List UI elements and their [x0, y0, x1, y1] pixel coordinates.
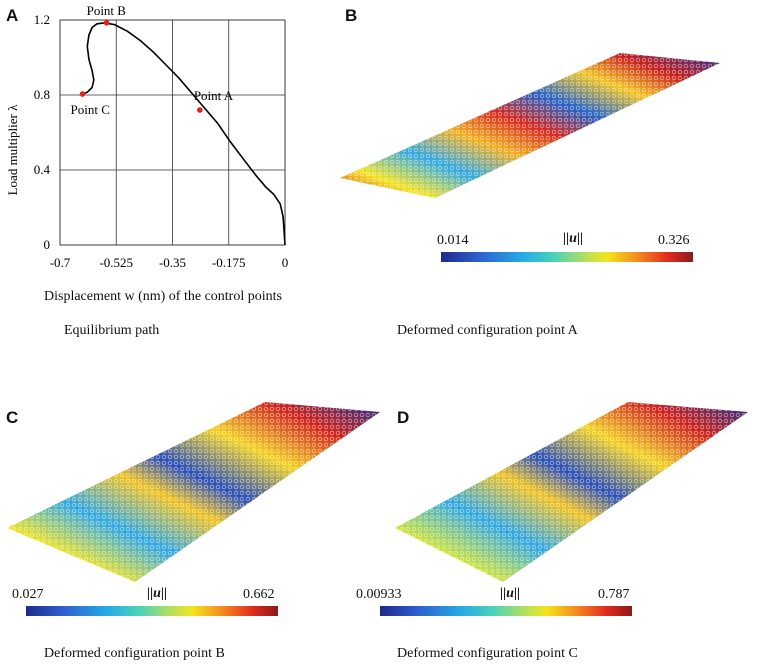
plot-frame [59, 19, 286, 246]
panel-letter-c: C [6, 408, 19, 427]
y-axis-label: Load multiplier λ [5, 104, 20, 195]
colorbar-d [380, 606, 632, 616]
colorbar-c [26, 606, 278, 616]
y-tick-label: 0 [44, 237, 51, 252]
colorbar-c-max: 0.662 [243, 587, 275, 602]
x-tick-label: -0.175 [212, 255, 246, 270]
caption-d: Deformed configuration point C [397, 646, 578, 661]
caption-a: Equilibrium path [64, 323, 160, 338]
panel-letter-d: D [397, 408, 410, 427]
y-tick-label: 0.4 [34, 162, 51, 177]
chart-points: Point A Point B Point C [71, 3, 234, 117]
colorbar-b-title: ||u|| [563, 231, 584, 246]
colorbar-b [441, 252, 693, 262]
caption-c: Deformed configuration point B [44, 646, 225, 661]
highlight-point [103, 20, 110, 26]
colorbar-d-max: 0.787 [598, 587, 630, 602]
x-tick-label: -0.7 [50, 255, 71, 270]
deformed-sheet-a [340, 53, 720, 198]
point-label: Point C [71, 102, 110, 117]
deformed-sheet-b [7, 402, 380, 582]
x-tick-label: -0.525 [99, 255, 133, 270]
equilibrium-curve [82, 21, 286, 246]
deformed-sheet-c [395, 402, 748, 582]
x-tick-label: -0.35 [159, 255, 186, 270]
chart-axes [59, 19, 286, 246]
colorbar-b-max: 0.326 [658, 233, 690, 248]
x-axis-label: Displacement w (nm) of the control point… [44, 289, 282, 305]
x-tick-label: 0 [282, 255, 289, 270]
x-axis-label-text: Displacement w (nm) of the control point… [44, 289, 282, 304]
highlight-point [197, 107, 203, 113]
chart-grid [59, 19, 286, 246]
y-tick-label: 0.8 [34, 87, 50, 102]
panel-letter-b: B [345, 6, 358, 25]
colorbar-b-min: 0.014 [437, 233, 469, 248]
y-tick-label: 1.2 [34, 12, 50, 27]
highlight-point [79, 91, 86, 97]
colorbar-c-title: ||u|| [147, 586, 168, 601]
equilibrium-chart: -0.7 -0.525 -0.35 -0.175 0 0 0.4 0.8 1.2 Point A… [5, 3, 289, 270]
chart-ticks: -0.7 -0.525 -0.35 -0.175 0 0 0.4 0.8 1.2 [34, 12, 289, 270]
caption-b: Deformed configuration point A [397, 323, 578, 338]
point-label: Point A [194, 88, 234, 103]
colorbar-c-min: 0.027 [12, 587, 44, 602]
panel-letter-a: A [6, 6, 19, 25]
point-label: Point B [87, 3, 127, 18]
colorbar-d-title: ||u|| [500, 586, 521, 601]
colorbar-d-min: 0.00933 [356, 587, 402, 602]
